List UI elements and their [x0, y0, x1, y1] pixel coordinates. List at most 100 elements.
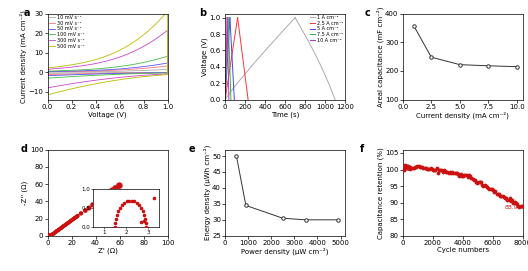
Point	[72, 215, 80, 219]
Point	[446, 170, 454, 175]
Point	[399, 167, 407, 171]
Point	[59, 225, 67, 229]
10 A cm⁻²	[225, 58, 231, 62]
Point	[46, 233, 54, 237]
Point	[407, 165, 416, 170]
Point	[57, 225, 65, 230]
Point	[493, 191, 501, 196]
500 mV s⁻¹	[164, 10, 171, 13]
Point	[511, 200, 519, 204]
5 A cm⁻²	[231, 91, 237, 95]
Line: 10 mV s⁻¹: 10 mV s⁻¹	[48, 69, 167, 73]
7.5 A cm⁻²	[225, 32, 232, 35]
X-axis label: Power density (μW cm⁻²): Power density (μW cm⁻²)	[241, 247, 329, 255]
Point	[403, 165, 411, 169]
Point	[71, 215, 80, 220]
Point	[448, 170, 456, 174]
2.5 A cm⁻²	[240, 58, 246, 62]
Point	[62, 222, 71, 226]
500 mV s⁻¹	[93, 82, 99, 85]
300 mV s⁻¹	[69, 66, 75, 69]
Point	[454, 172, 463, 176]
Point	[64, 221, 72, 225]
Point	[46, 233, 55, 238]
Point	[73, 214, 82, 218]
7.5 A cm⁻²	[225, 35, 232, 38]
300 mV s⁻¹	[142, 44, 148, 47]
Point	[49, 231, 58, 236]
10 A cm⁻²	[225, 91, 232, 95]
Text: e: e	[189, 144, 196, 154]
500 mV s⁻¹	[69, 63, 75, 66]
Point	[498, 194, 507, 198]
Point	[503, 198, 512, 202]
10 mV s⁻¹	[44, 72, 51, 75]
Point	[466, 173, 475, 178]
Point	[69, 217, 77, 222]
Point	[65, 220, 73, 225]
100 mV s⁻¹	[44, 70, 51, 73]
Point	[60, 224, 68, 228]
500 mV s⁻¹	[150, 25, 156, 28]
Legend: 1 A cm⁻², 2.5 A cm⁻², 5 A cm⁻², 7.5 A cm⁻², 10 A cm⁻²: 1 A cm⁻², 2.5 A cm⁻², 5 A cm⁻², 7.5 A cm…	[309, 15, 344, 43]
Point	[54, 228, 63, 232]
Point	[512, 200, 520, 205]
Point	[57, 226, 65, 230]
50 mV s⁻¹	[93, 72, 99, 76]
1 A cm⁻²	[292, 16, 298, 19]
100 mV s⁻¹	[69, 69, 75, 72]
300 mV s⁻¹	[44, 86, 51, 89]
Point	[68, 218, 76, 222]
X-axis label: Time (s): Time (s)	[271, 111, 299, 118]
Point	[399, 166, 408, 171]
Point	[54, 228, 62, 232]
500 mV s⁻¹	[119, 78, 126, 81]
Point	[85, 206, 93, 210]
500 mV s⁻¹	[142, 32, 148, 36]
Point	[402, 164, 410, 169]
Y-axis label: -Z'' (Ω): -Z'' (Ω)	[22, 180, 29, 205]
Point	[405, 166, 413, 170]
30 mV s⁻¹	[69, 70, 75, 73]
Point	[399, 168, 408, 172]
Line: 100 mV s⁻¹: 100 mV s⁻¹	[48, 56, 167, 78]
Point	[432, 166, 441, 170]
Point	[46, 233, 55, 237]
Text: c: c	[364, 8, 370, 18]
Point	[487, 187, 496, 191]
Point	[463, 172, 471, 177]
Point	[58, 225, 67, 229]
Point	[63, 221, 72, 225]
Point	[47, 233, 55, 238]
Point	[404, 165, 413, 169]
Point	[66, 220, 74, 224]
300 mV s⁻¹	[164, 28, 171, 32]
1 A cm⁻²	[317, 63, 324, 66]
2.5 A cm⁻²	[241, 65, 247, 68]
Point	[58, 225, 66, 230]
Y-axis label: Current density (mA cm⁻²): Current density (mA cm⁻²)	[20, 10, 27, 103]
Point	[442, 170, 450, 174]
Point	[401, 163, 410, 167]
1 A cm⁻²	[321, 71, 327, 74]
Point	[449, 171, 458, 175]
30 mV s⁻¹	[97, 72, 103, 75]
7.5 A cm⁻²	[225, 16, 231, 19]
Point	[408, 166, 417, 170]
Point	[508, 198, 516, 202]
Point	[65, 220, 74, 224]
Point	[468, 176, 477, 181]
Point	[54, 228, 62, 233]
7.5 A cm⁻²	[228, 91, 234, 95]
Point	[49, 232, 58, 236]
50 mV s⁻¹	[142, 65, 148, 68]
Point	[443, 170, 451, 174]
Line: 2.5 A cm⁻²: 2.5 A cm⁻²	[238, 18, 248, 100]
Point	[62, 222, 70, 227]
1 A cm⁻²	[305, 39, 312, 43]
500 mV s⁻¹	[44, 93, 51, 96]
Point	[48, 232, 56, 237]
Line: 7.5 A cm⁻²: 7.5 A cm⁻²	[228, 18, 231, 100]
Point	[46, 233, 55, 237]
30 mV s⁻¹	[44, 73, 51, 76]
